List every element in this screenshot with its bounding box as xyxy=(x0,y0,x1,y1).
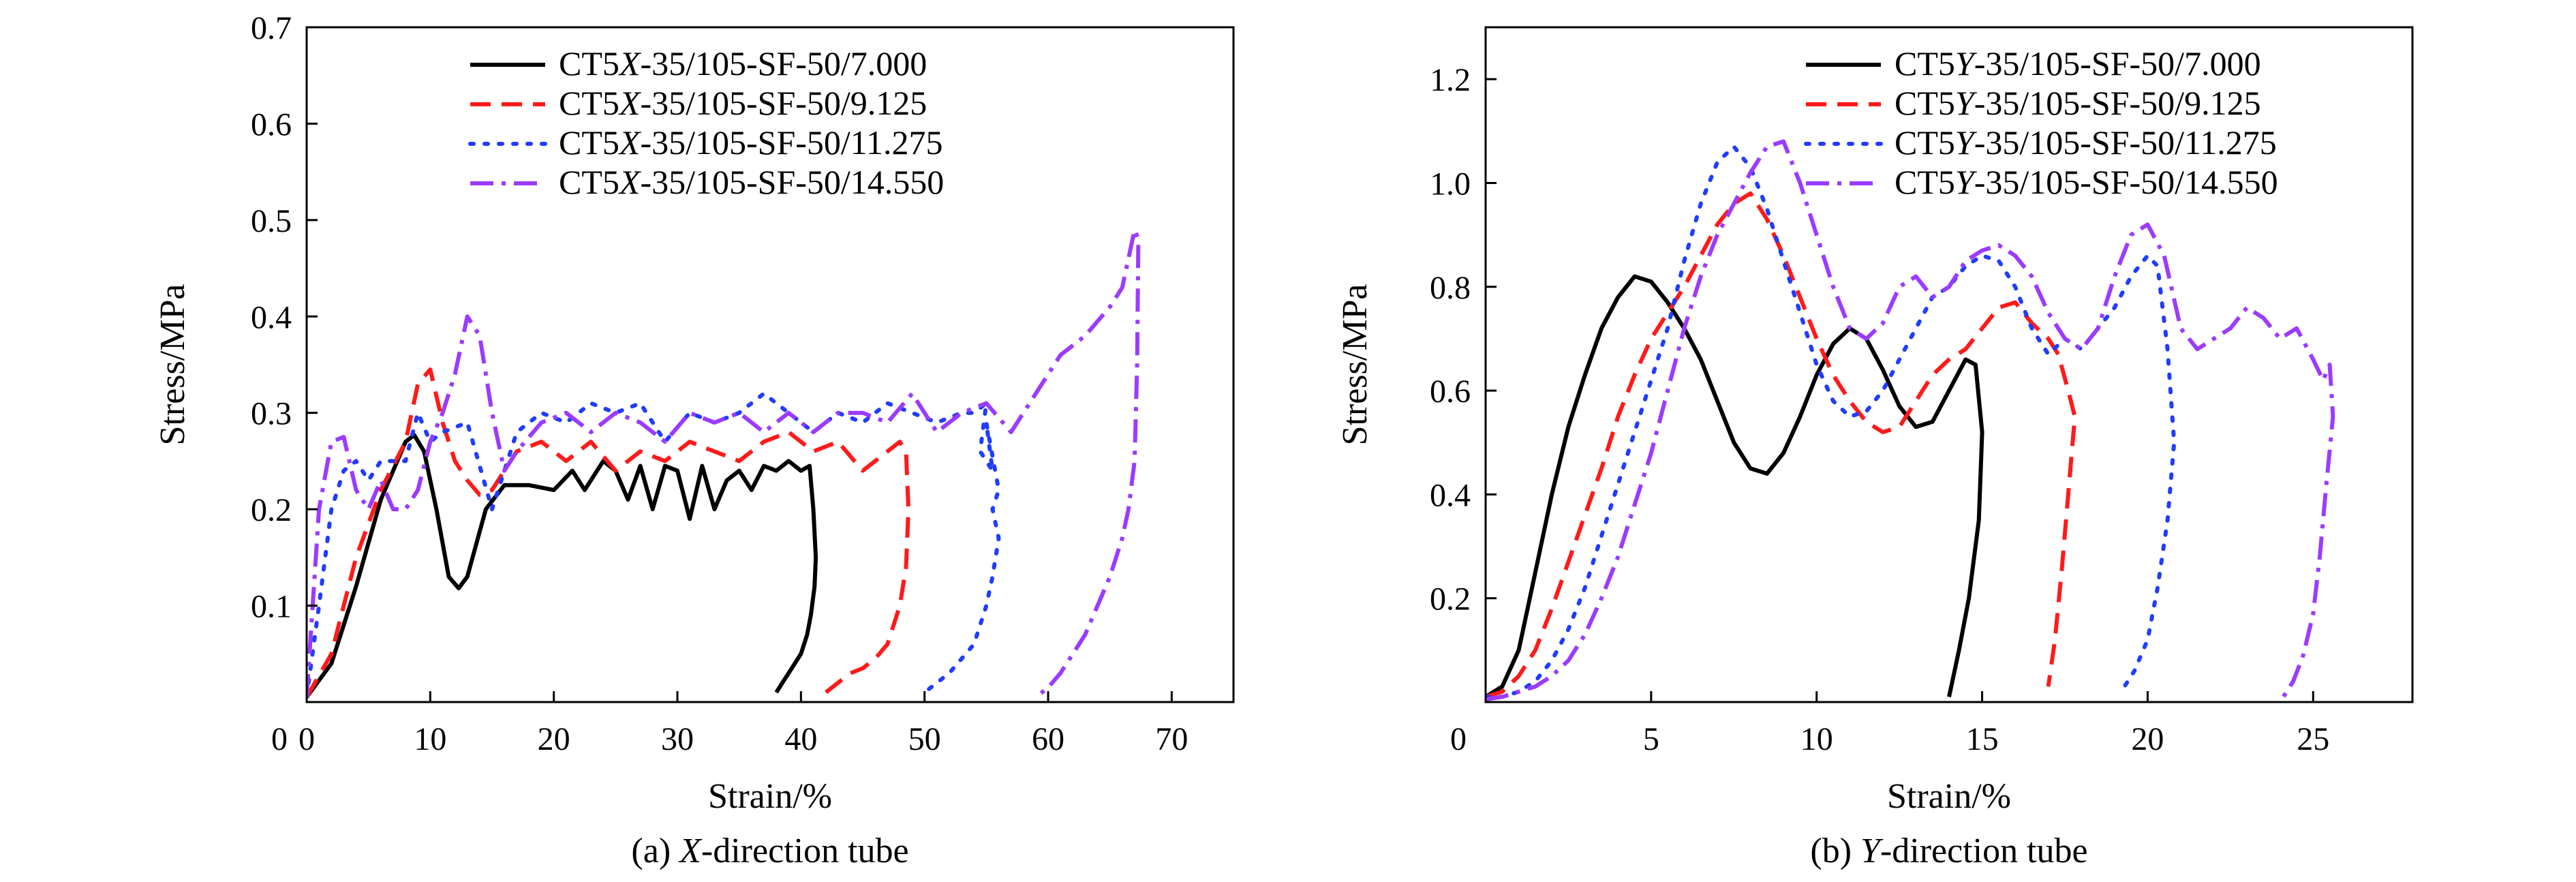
legend: CT5Y-35/105-SF-50/7.000CT5Y-35/105-SF-50… xyxy=(1804,44,2278,201)
x-tick-label: 10 xyxy=(414,721,446,757)
legend-label: CT5X-35/105-SF-50/14.550 xyxy=(559,163,944,201)
y-tick-label: 0.6 xyxy=(1430,374,1471,410)
x-tick-label: 10 xyxy=(1800,721,1833,757)
x-tick-label: 15 xyxy=(1966,721,1999,757)
x-tick-label: 70 xyxy=(1155,721,1188,757)
x-tick-label: 5 xyxy=(1643,721,1659,757)
x-tick-label: 25 xyxy=(2297,721,2329,757)
legend-label: CT5Y-35/105-SF-50/9.125 xyxy=(1895,84,2261,122)
y-tick-label: 0.3 xyxy=(251,396,292,432)
y-tick-label: 1.2 xyxy=(1430,62,1471,98)
panel-caption: (a) X-direction tube xyxy=(631,832,908,870)
legend-label: CT5Y-35/105-SF-50/7.000 xyxy=(1895,44,2261,82)
y-tick-label: 0.2 xyxy=(1430,581,1471,618)
series-line-3 xyxy=(1486,145,2177,699)
y-axis-title: Stress/MPa xyxy=(153,284,192,446)
panel-b: 5 10 15 20 25 0.2 0.4 0.6 0.8 1.0 1.2 0 Strain/% Stre… xyxy=(1336,26,2414,870)
origin-label: 0 xyxy=(271,721,288,757)
y-tick-label: 0.4 xyxy=(1430,477,1471,513)
series-line-1 xyxy=(307,433,818,699)
legend: CT5X-35/105-SF-50/7.000CT5X-35/105-SF-50… xyxy=(468,44,944,201)
y-tick-label: 0.1 xyxy=(251,589,292,625)
x-tick-label: 30 xyxy=(661,721,694,757)
y-tick-label: 0.8 xyxy=(1430,270,1471,306)
x-tick-label: 0 xyxy=(298,721,315,757)
plot-frame xyxy=(1484,26,2414,703)
x-tick-label: 60 xyxy=(1032,721,1064,757)
x-axis-title: Strain/% xyxy=(1887,777,2011,816)
x-tick-label: 50 xyxy=(908,721,941,757)
panel-a: 0 10 20 30 40 50 60 70 0.1 0.2 0.3 0.4 0.5 0.6 0.7 0 Str… xyxy=(153,10,1235,870)
legend-label: CT5X-35/105-SF-50/7.000 xyxy=(559,44,927,82)
plot-frame xyxy=(305,26,1235,703)
y-axis-title: Stress/MPa xyxy=(1336,284,1375,446)
series-line-2 xyxy=(1486,191,2077,699)
y-tick-label: 0.4 xyxy=(251,299,292,335)
series-line-1 xyxy=(1486,274,1984,699)
legend-label: CT5Y-35/105-SF-50/14.550 xyxy=(1895,163,2278,201)
y-tick-label: 0.7 xyxy=(251,10,292,46)
legend-label: CT5Y-35/105-SF-50/11.275 xyxy=(1895,123,2277,162)
legend-label: CT5X-35/105-SF-50/9.125 xyxy=(559,84,927,122)
series-line-2 xyxy=(307,367,911,699)
x-tick-label: 20 xyxy=(538,721,570,757)
series-line-3 xyxy=(307,391,1001,699)
x-tick-label: 40 xyxy=(784,721,817,757)
y-tick-label: 0.6 xyxy=(251,106,292,142)
series-line-4 xyxy=(1486,139,2335,702)
y-tick-label: 1.0 xyxy=(1430,166,1471,202)
x-axis-title: Strain/% xyxy=(708,777,832,816)
series-line-4 xyxy=(307,228,1141,699)
x-tick-label: 20 xyxy=(2131,721,2164,757)
y-tick-label: 0.2 xyxy=(251,492,292,528)
panel-caption: (b) Y-direction tube xyxy=(1810,832,2087,870)
y-tick-label: 0.5 xyxy=(251,203,292,239)
legend-label: CT5X-35/105-SF-50/11.275 xyxy=(559,123,942,162)
origin-label: 0 xyxy=(1450,721,1467,757)
